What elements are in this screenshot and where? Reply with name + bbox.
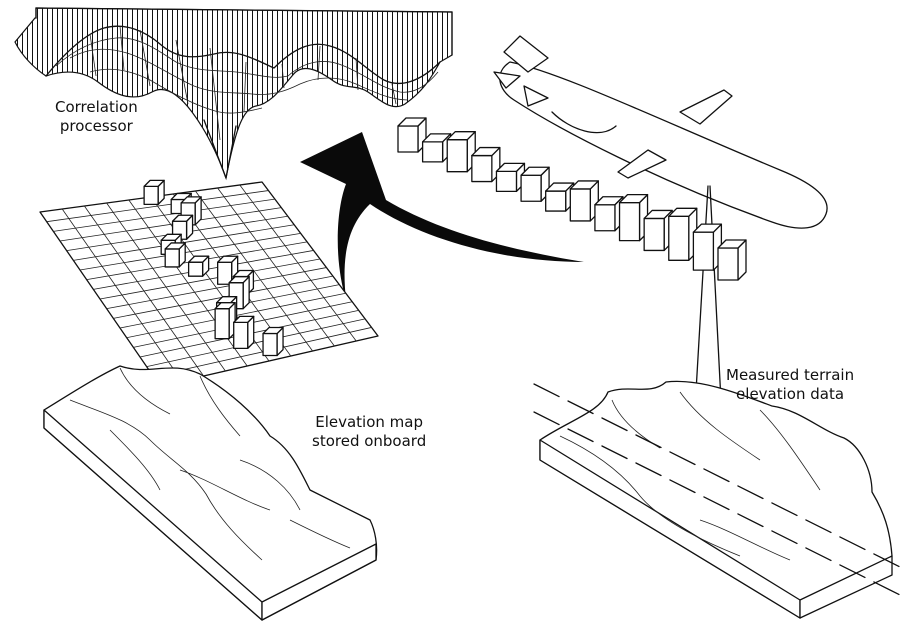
grid-line <box>59 207 282 242</box>
grid-line <box>79 232 301 271</box>
elevation-map-block <box>43 365 378 621</box>
measured-bar <box>692 231 715 271</box>
stored-bar-top <box>262 326 284 335</box>
flow-arrow <box>300 132 584 300</box>
measured-bar-top <box>545 182 575 192</box>
stored-bar <box>214 308 230 340</box>
measured-bar-top <box>618 193 649 204</box>
measured-bar <box>668 215 690 261</box>
stored-bar-top <box>217 255 239 263</box>
stored-grid <box>39 179 379 387</box>
measured-bar-top <box>520 166 550 176</box>
correlation-processor-line-2: processor <box>59 117 133 135</box>
measured-bar <box>421 141 444 163</box>
measured-bar-top <box>692 223 723 233</box>
measured-bar-top <box>569 180 599 190</box>
measured-bar <box>520 174 542 202</box>
measured-terrain-line-2: elevation data <box>736 385 845 403</box>
grid-line <box>146 318 366 368</box>
stored-bar <box>187 261 204 277</box>
measured-bar <box>471 154 493 183</box>
measured-bar <box>446 139 468 173</box>
measured-bar-top <box>446 131 476 141</box>
measured-bar <box>643 217 665 252</box>
elevation-map-line-2: stored onboard <box>312 432 427 450</box>
missile <box>493 35 828 229</box>
stored-bar-top <box>214 302 236 310</box>
grid-outline <box>39 181 379 387</box>
measured-bar <box>569 188 591 222</box>
measured-bar <box>717 247 739 281</box>
stored-bar <box>164 248 180 268</box>
grid-line <box>106 267 327 310</box>
grid-line <box>46 190 269 223</box>
correlation-surface <box>14 7 453 181</box>
measured-bar-top <box>668 207 698 217</box>
measured-terrain-label: Measured terrain elevation data <box>726 366 854 404</box>
stored-bar <box>143 185 159 206</box>
grid-line <box>99 258 321 300</box>
stored-bar-top <box>228 276 250 284</box>
measured-bar-top <box>397 117 427 127</box>
measured-bar <box>397 125 419 153</box>
stored-bar-top <box>233 315 255 324</box>
measured-bar-top <box>471 146 501 157</box>
measured-bar <box>594 204 616 232</box>
measured-bar-top <box>421 133 452 143</box>
grid-line <box>53 198 275 232</box>
stored-bar-top <box>180 196 202 204</box>
measured-bar <box>495 170 518 193</box>
measured-bar-top <box>643 209 673 220</box>
measured-bar-top <box>495 162 526 173</box>
measured-bars <box>397 117 747 281</box>
stored-bar <box>233 321 249 350</box>
measured-terrain-block <box>533 380 907 619</box>
stored-bar-top <box>143 179 165 188</box>
stored-bar <box>262 332 278 357</box>
elevation-map-label: Elevation map stored onboard <box>312 413 426 451</box>
stored-bar-top <box>164 242 186 250</box>
measured-bar-top <box>594 196 624 206</box>
measured-bar-top <box>717 239 747 249</box>
measured-bar <box>618 201 641 242</box>
stored-bar <box>217 261 233 285</box>
stored-bar-top <box>171 214 194 222</box>
correlation-processor-label: Correlation processor <box>55 98 138 136</box>
stored-bar-top <box>160 233 182 241</box>
correlation-processor-line-1: Correlation <box>55 98 138 116</box>
measured-bar <box>545 190 567 212</box>
elevation-map-line-1: Elevation map <box>315 413 423 431</box>
measured-terrain-line-1: Measured terrain <box>726 366 855 384</box>
stored-bar-top <box>187 255 210 263</box>
